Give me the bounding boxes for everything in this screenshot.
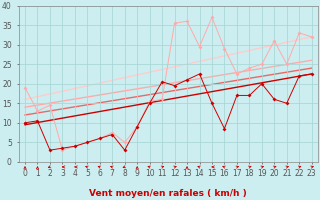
X-axis label: Vent moyen/en rafales ( km/h ): Vent moyen/en rafales ( km/h ) <box>90 189 247 198</box>
